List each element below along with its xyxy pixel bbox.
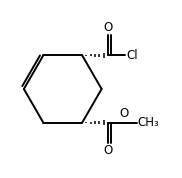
Text: CH₃: CH₃ [138, 116, 160, 129]
Text: O: O [103, 144, 112, 157]
Text: Cl: Cl [126, 49, 138, 62]
Text: O: O [119, 107, 128, 120]
Text: O: O [103, 21, 112, 34]
